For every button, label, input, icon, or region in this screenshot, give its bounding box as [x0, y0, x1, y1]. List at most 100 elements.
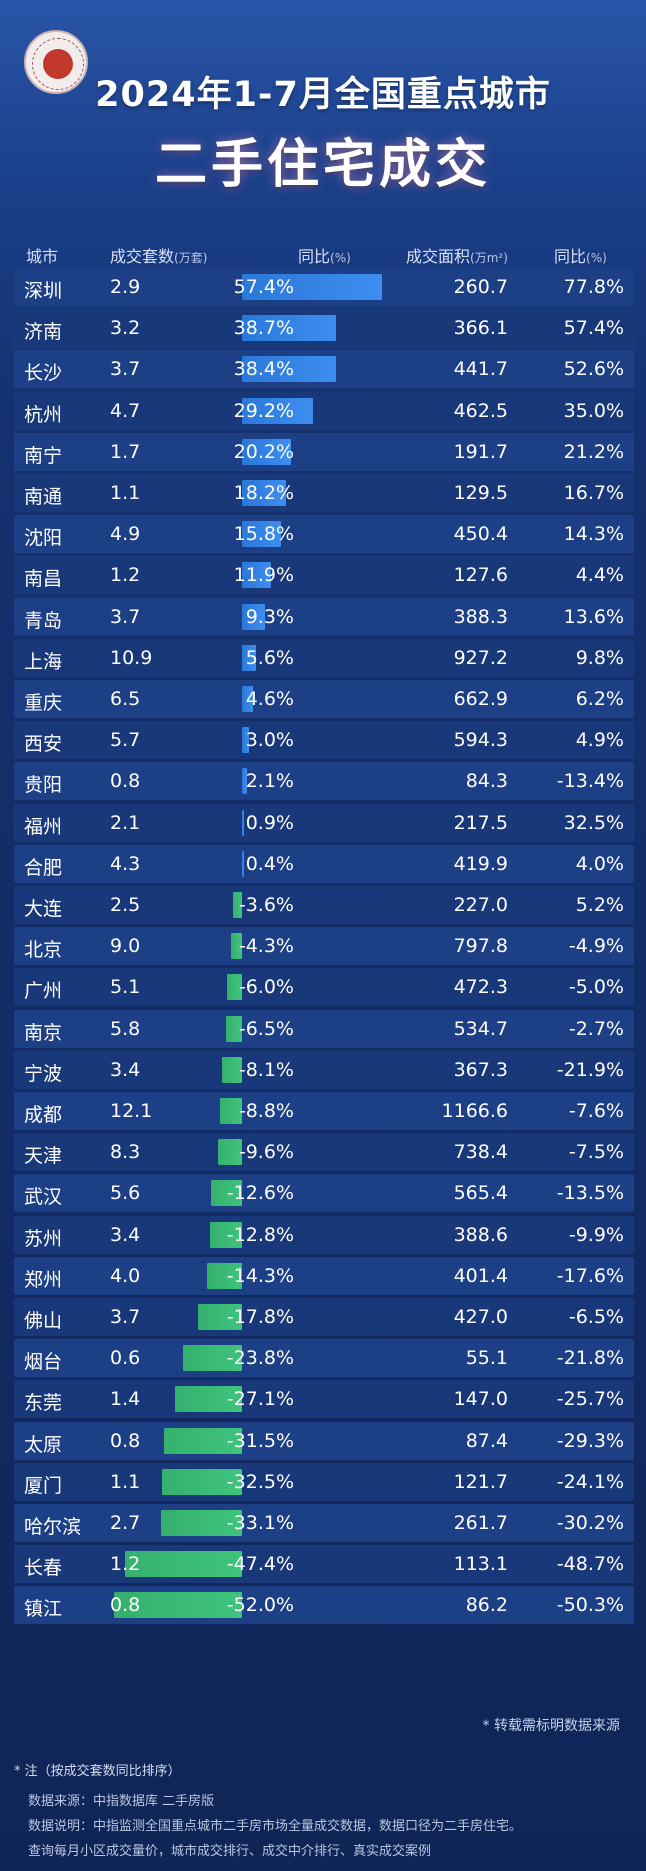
sets-value: 3.2 — [110, 317, 141, 340]
yoy-bar — [242, 274, 382, 300]
table-row: 大连 2.5 -3.6% 227.0 5.2% — [14, 886, 634, 924]
col-header-area-label: 成交面积 — [406, 247, 471, 266]
col-header-area-unit: (万m²) — [470, 251, 508, 265]
sets-yoy-value: -27.1% — [226, 1388, 294, 1411]
sets-yoy-value: -32.5% — [226, 1470, 294, 1493]
table-row: 杭州 4.7 29.2% 462.5 35.0% — [14, 391, 634, 430]
sets-yoy-value: 20.2% — [233, 440, 294, 463]
sets-yoy-value: -6.5% — [238, 1017, 294, 1040]
area-value: 366.1 — [453, 317, 508, 340]
area-value: 87.4 — [465, 1429, 508, 1452]
city-name: 合肥 — [24, 856, 63, 879]
sets-value: 1.1 — [110, 482, 141, 504]
area-value: 534.7 — [453, 1017, 508, 1040]
logo-seal-icon — [43, 49, 73, 79]
table-row: 沈阳 4.9 15.8% 450.4 14.3% — [14, 515, 634, 554]
city-name: 上海 — [24, 650, 63, 673]
sets-yoy-value: 3.0% — [245, 729, 294, 752]
sets-yoy-value: 15.8% — [233, 523, 294, 546]
table-row: 深圳 2.9 57.4% 260.7 77.8% — [14, 268, 634, 306]
sets-value: 2.7 — [110, 1512, 141, 1534]
yoy-bar — [220, 1098, 242, 1124]
yoy-bar — [222, 1056, 242, 1083]
logo-ring — [32, 38, 84, 90]
area-yoy-value: 35.0% — [563, 399, 624, 422]
table-row: 太原 0.8 -31.5% 87.4 -29.3% — [14, 1421, 634, 1460]
city-name: 厦门 — [24, 1474, 63, 1497]
sets-yoy-value: -47.4% — [226, 1553, 294, 1576]
yoy-bar — [164, 1427, 242, 1454]
sets-value: 4.3 — [110, 852, 141, 875]
area-value: 388.6 — [453, 1223, 508, 1246]
area-value: 86.2 — [465, 1594, 508, 1617]
city-name: 成都 — [24, 1104, 63, 1126]
city-name: 烟台 — [24, 1351, 63, 1374]
yoy-bar — [242, 521, 281, 548]
sets-yoy-value: 2.1% — [245, 770, 294, 793]
table-row: 长沙 3.7 38.4% 441.7 52.6% — [14, 350, 634, 389]
yoy-bar — [242, 397, 314, 424]
table-row: 青岛 3.7 9.3% 388.3 13.6% — [14, 597, 634, 636]
area-value: 260.7 — [453, 276, 508, 298]
sets-yoy-value: -12.8% — [226, 1223, 294, 1246]
col-header-yoy2-unit: (%) — [586, 251, 607, 265]
table-row: 上海 10.9 5.6% 927.2 9.8% — [14, 638, 634, 677]
area-value: 217.5 — [453, 811, 508, 834]
sets-yoy-value: -8.8% — [238, 1100, 294, 1122]
table-row: 南宁 1.7 20.2% 191.7 21.2% — [14, 432, 634, 471]
yoy-bar — [242, 768, 248, 795]
area-yoy-value: -17.6% — [556, 1264, 624, 1287]
area-value: 1166.6 — [441, 1100, 508, 1122]
yoy-bar — [242, 727, 250, 754]
city-name: 重庆 — [24, 692, 63, 714]
table-row: 南通 1.1 18.2% 129.5 16.7% — [14, 474, 634, 512]
sets-value: 10.9 — [110, 646, 153, 669]
city-name: 镇江 — [24, 1598, 63, 1621]
city-name: 杭州 — [24, 403, 63, 426]
yoy-bar — [210, 1221, 242, 1248]
area-value: 127.6 — [453, 564, 508, 587]
area-value: 147.0 — [453, 1388, 508, 1411]
table-row: 佛山 3.7 -17.8% 427.0 -6.5% — [14, 1298, 634, 1336]
table-row: 南京 5.8 -6.5% 534.7 -2.7% — [14, 1009, 634, 1048]
col-header-sets-label: 成交套数 — [110, 247, 175, 266]
table-row: 郑州 4.0 -14.3% 401.4 -17.6% — [14, 1256, 634, 1295]
city-name: 西安 — [24, 733, 63, 756]
area-yoy-value: -21.9% — [556, 1058, 624, 1081]
area-value: 84.3 — [465, 770, 508, 793]
area-value: 367.3 — [453, 1058, 508, 1081]
area-yoy-value: -7.5% — [568, 1141, 624, 1164]
city-name: 长沙 — [24, 362, 63, 385]
area-value: 427.0 — [453, 1306, 508, 1328]
city-name: 宁波 — [24, 1062, 63, 1085]
sets-value: 0.8 — [110, 1429, 141, 1452]
area-yoy-value: -13.5% — [556, 1182, 624, 1205]
area-value: 261.7 — [453, 1512, 508, 1534]
yoy-bar — [183, 1345, 242, 1372]
area-yoy-value: 5.2% — [575, 894, 624, 916]
table-row: 苏州 3.4 -12.8% 388.6 -9.9% — [14, 1215, 634, 1254]
city-name: 长春 — [24, 1557, 63, 1580]
city-name: 济南 — [24, 321, 63, 344]
area-value: 565.4 — [453, 1182, 508, 1205]
area-value: 129.5 — [453, 482, 508, 504]
sets-yoy-value: -9.6% — [238, 1141, 294, 1164]
col-header-yoy1-label: 同比 — [298, 247, 331, 266]
sets-yoy-value: -31.5% — [226, 1429, 294, 1452]
sets-value: 3.4 — [110, 1058, 141, 1081]
yoy-bar — [227, 974, 242, 1001]
area-value: 191.7 — [453, 440, 508, 463]
area-value: 55.1 — [465, 1347, 508, 1370]
area-yoy-value: -9.9% — [568, 1223, 624, 1246]
area-value: 121.7 — [453, 1470, 508, 1493]
area-yoy-value: 4.4% — [575, 564, 624, 587]
city-name: 天津 — [24, 1145, 63, 1168]
sets-value: 3.4 — [110, 1223, 141, 1246]
sets-yoy-value: 0.4% — [245, 852, 294, 875]
table-row: 北京 9.0 -4.3% 797.8 -4.9% — [14, 927, 634, 966]
area-yoy-value: 4.9% — [575, 729, 624, 752]
area-yoy-value: 14.3% — [563, 523, 624, 546]
area-yoy-value: -6.5% — [568, 1306, 624, 1328]
yoy-bar — [242, 438, 292, 465]
yoy-bar — [160, 1510, 242, 1536]
